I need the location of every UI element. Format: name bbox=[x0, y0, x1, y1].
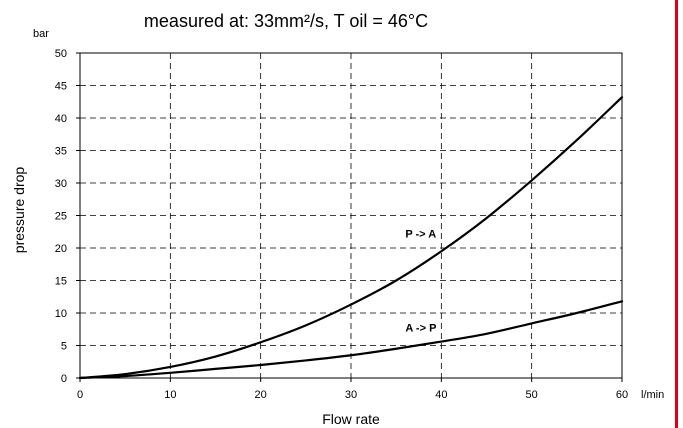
series-label-p-to-a: P -> A bbox=[405, 228, 436, 240]
y-unit-label: bar bbox=[33, 28, 49, 40]
y-tick-label-15: 15 bbox=[55, 276, 67, 288]
x-unit-label: l/min bbox=[641, 389, 664, 401]
y-tick-label-30: 30 bbox=[55, 178, 67, 190]
x-tick-label-40: 40 bbox=[435, 389, 447, 401]
axis-ticks: 0 5 10 15 20 25 30 35 40 45 50 0 10 20 30 40 50 60 bbox=[55, 48, 628, 401]
y-tick-label-50: 50 bbox=[55, 48, 67, 60]
chart-title: measured at: 33mm²/s, T oil = 46°C bbox=[144, 11, 428, 31]
x-tick-label-60: 60 bbox=[616, 389, 628, 401]
x-tick-label-20: 20 bbox=[255, 389, 267, 401]
x-tick-label-50: 50 bbox=[526, 389, 538, 401]
series-line-a-to-p bbox=[78, 300, 624, 380]
gridlines bbox=[80, 53, 622, 378]
y-tick-label-0: 0 bbox=[61, 373, 67, 385]
y-tick-label-20: 20 bbox=[55, 243, 67, 255]
series-labels: P -> A A -> P bbox=[405, 228, 436, 334]
x-tick-label-10: 10 bbox=[164, 389, 176, 401]
y-tick-label-5: 5 bbox=[61, 341, 67, 353]
series-label-a-to-p: A -> P bbox=[405, 323, 436, 335]
y-tick-label-40: 40 bbox=[55, 113, 67, 125]
y-tick-label-25: 25 bbox=[55, 211, 67, 223]
edge-border bbox=[675, 0, 678, 428]
y-axis-label: pressure drop bbox=[11, 167, 27, 254]
x-tick-label-0: 0 bbox=[77, 389, 83, 401]
series-line-p-to-a bbox=[78, 96, 624, 380]
x-tick-label-30: 30 bbox=[345, 389, 357, 401]
x-axis-label: Flow rate bbox=[322, 411, 380, 427]
y-tick-label-45: 45 bbox=[55, 81, 67, 93]
series-lines bbox=[78, 96, 624, 380]
y-tick-label-10: 10 bbox=[55, 308, 67, 320]
y-tick-label-35: 35 bbox=[55, 146, 67, 158]
